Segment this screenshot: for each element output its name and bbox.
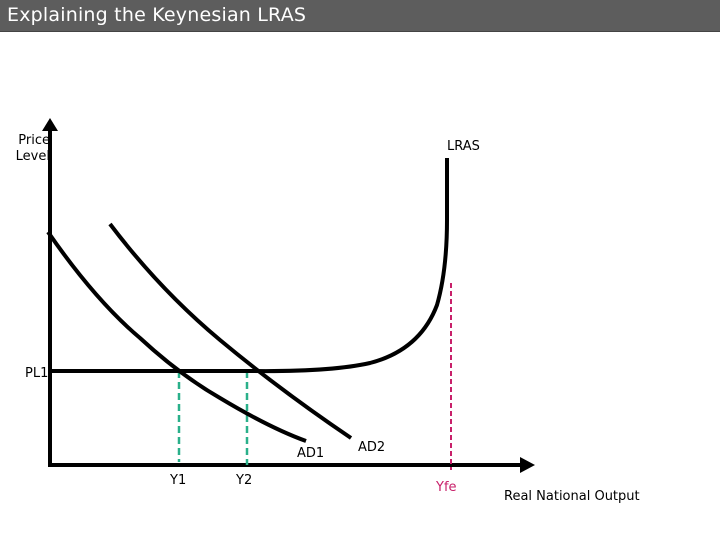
pl1-label: PL1 [25, 366, 49, 381]
yfe-label: Yfe [436, 480, 457, 495]
x-axis-arrowhead-icon [520, 457, 535, 473]
ad2-curve [108, 222, 353, 440]
y-axis-label-line1: Price [18, 133, 50, 148]
y-axis-label: Price Level [14, 133, 50, 165]
y-axis-arrowhead-icon [42, 118, 58, 131]
slide-title: Explaining the Keynesian LRAS [7, 4, 307, 26]
y1-label: Y1 [170, 473, 187, 488]
ad2-label: AD2 [358, 440, 386, 455]
title-bar: Explaining the Keynesian LRAS [0, 0, 720, 32]
ad1-label: AD1 [297, 446, 325, 461]
y-axis-label-line2: Level [15, 149, 50, 164]
x-axis-label: Real National Output [504, 489, 640, 504]
y2-label: Y2 [236, 473, 253, 488]
lras-label: LRAS [447, 139, 480, 154]
ad1-curve [46, 230, 307, 443]
lras-curve [50, 158, 449, 374]
